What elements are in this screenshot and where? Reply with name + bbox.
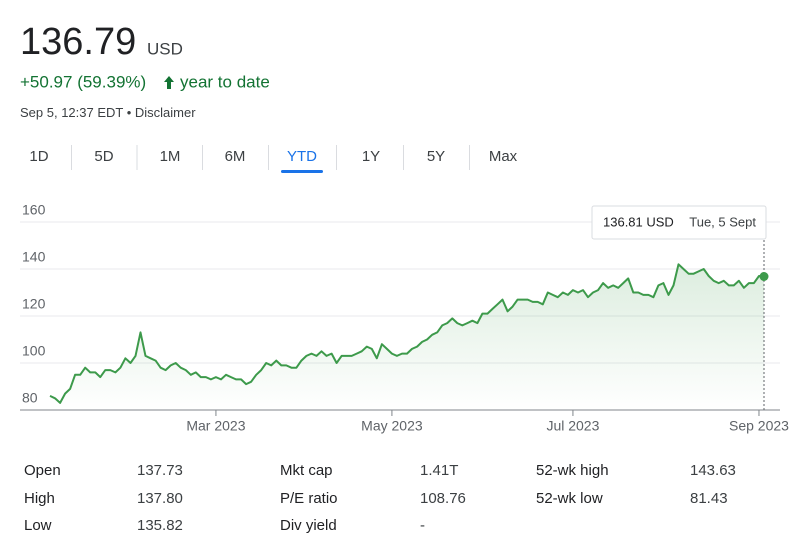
stat-label: Div yield [280, 517, 337, 534]
x-tick-label: May 2023 [361, 418, 423, 434]
stat-value: 137.73 [137, 462, 183, 479]
disclaimer-link[interactable]: Disclaimer [135, 105, 196, 120]
stat-label: High [24, 490, 55, 507]
tooltip-date: Tue, 5 Sept [689, 214, 756, 229]
range-tab[interactable]: 5D [94, 148, 113, 165]
stat-label: Mkt cap [280, 462, 333, 479]
time: Sep 5, 12:37 EDT [20, 105, 123, 120]
price-change: +50.97 (59.39%) [20, 72, 146, 91]
currency: USD [147, 39, 183, 58]
price-line [49, 263, 765, 404]
stat-label: 52-wk high [536, 462, 609, 479]
stat-value: 1.41T [420, 462, 458, 479]
stat-value: 135.82 [137, 517, 183, 534]
tooltip-value: 136.81 USD [603, 214, 674, 229]
price-area [50, 264, 764, 410]
stats-table: Open 137.73 Mkt cap 1.41T 52-wk high 143.63 Hi… [24, 462, 736, 534]
up-arrow [164, 76, 174, 89]
range-tab[interactable]: 1M [160, 148, 181, 165]
y-tick-label: 120 [22, 296, 46, 312]
stat-value: 143.63 [690, 462, 736, 479]
stat-label: P/E ratio [280, 490, 338, 507]
y-tick-label: 140 [22, 249, 46, 265]
y-tick-label: 160 [22, 202, 46, 218]
range-tab[interactable]: 1Y [362, 148, 380, 165]
x-tick-label: Jul 2023 [546, 418, 599, 434]
hover-dot [759, 271, 769, 281]
range-tabs: 1D 5D 1M 6M YTD 1Y 5Y Max [29, 145, 518, 173]
price: 136.79 [20, 21, 136, 63]
y-tick-label: 100 [22, 343, 46, 359]
stat-label: Low [24, 517, 52, 534]
tab-underline [281, 170, 323, 173]
separator: • [123, 105, 135, 120]
period-label: year to date [180, 72, 270, 91]
stat-value: 81.43 [690, 490, 728, 507]
stat-value: - [420, 517, 425, 534]
y-tick-label: 80 [22, 390, 38, 406]
stat-value: 137.80 [137, 490, 183, 507]
x-tick-label: Mar 2023 [186, 418, 245, 434]
range-tab[interactable]: 1D [29, 148, 48, 165]
stat-label: Open [24, 462, 61, 479]
stat-value: 108.76 [420, 490, 466, 507]
range-tab[interactable]: Max [489, 148, 518, 165]
range-tab[interactable]: YTD [287, 148, 317, 165]
stat-label: 52-wk low [536, 490, 603, 507]
price-chart: 80 100 120 140 160 Mar 2023 May 2023 Jul 2023 Se… [20, 202, 789, 434]
tooltip-box [591, 205, 767, 240]
range-tab[interactable]: 6M [225, 148, 246, 165]
timestamp: Sep 5, 12:37 EDT • Disclaimer [20, 105, 196, 120]
x-tick-label: Sep 2023 [729, 418, 789, 434]
range-tab[interactable]: 5Y [427, 148, 445, 165]
